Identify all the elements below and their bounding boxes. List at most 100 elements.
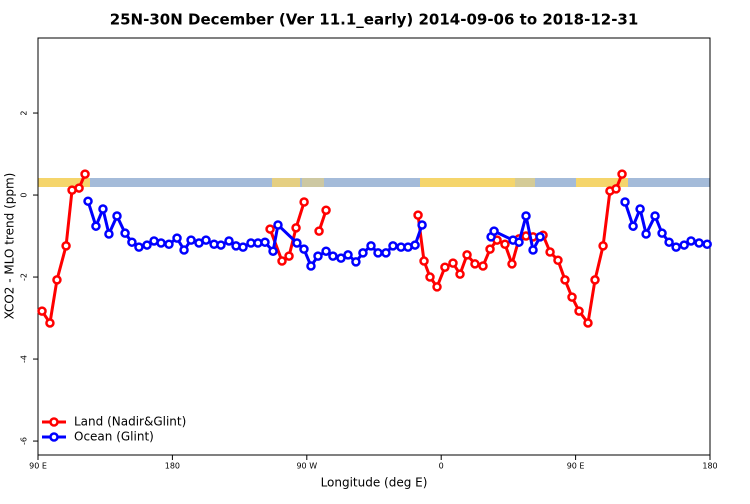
data-point	[574, 306, 584, 316]
data-point	[694, 238, 704, 248]
data-point	[268, 246, 278, 256]
data-point	[80, 169, 90, 179]
data-point	[358, 248, 368, 258]
data-point	[45, 318, 55, 328]
data-point	[470, 259, 480, 269]
data-point	[52, 275, 62, 285]
data-point	[535, 232, 545, 242]
data-point	[560, 275, 570, 285]
data-point	[381, 248, 391, 258]
y-axis-label: XCO2 - MLO trend (ppm)	[3, 173, 17, 320]
data-point	[291, 223, 301, 233]
data-point	[611, 184, 621, 194]
x-axis-label: Longitude (deg E)	[321, 476, 428, 490]
data-point	[284, 251, 294, 261]
y-tick-label: -2	[20, 273, 29, 281]
data-point	[91, 221, 101, 231]
data-point	[413, 210, 423, 220]
x-tick-label: 0	[439, 462, 444, 471]
data-point	[373, 248, 383, 258]
data-point	[224, 236, 234, 246]
data-point	[635, 204, 645, 214]
series-line	[86, 200, 708, 270]
legend-label: Land (Nadir&Glint)	[74, 415, 186, 429]
data-point	[120, 228, 130, 238]
legend-label: Ocean (Glint)	[74, 430, 154, 444]
chart-title: 25N-30N December (Ver 11.1_early) 2014-0…	[110, 11, 639, 29]
data-point	[388, 241, 398, 251]
data-point	[201, 235, 211, 245]
data-point	[366, 241, 376, 251]
legend-marker	[49, 417, 59, 427]
data-point	[277, 256, 287, 266]
data-point	[702, 239, 712, 249]
data-point	[127, 237, 137, 247]
x-tick-label: 90 W	[296, 462, 317, 471]
data-point	[260, 237, 270, 247]
data-point	[134, 242, 144, 252]
data-point	[104, 229, 114, 239]
data-point	[448, 258, 458, 268]
data-point	[628, 221, 638, 231]
data-point	[664, 237, 674, 247]
data-point	[142, 240, 152, 250]
data-point	[567, 292, 577, 302]
data-point	[179, 245, 189, 255]
data-point	[514, 237, 524, 247]
y-tick-label: -6	[20, 437, 29, 445]
data-point	[419, 256, 429, 266]
data-point	[292, 238, 302, 248]
data-point	[507, 259, 517, 269]
y-tick-label: 2	[20, 110, 29, 115]
data-point	[489, 226, 499, 236]
data-point	[620, 197, 630, 207]
data-point	[313, 251, 323, 261]
data-point	[37, 306, 47, 316]
data-point	[61, 241, 71, 251]
legend-marker	[49, 432, 59, 442]
data-point	[528, 245, 538, 255]
data-point	[545, 247, 555, 257]
data-point	[74, 183, 84, 193]
data-point	[328, 251, 338, 261]
data-point	[314, 226, 324, 236]
data-point	[417, 220, 427, 230]
data-point	[553, 255, 563, 265]
x-tick-label: 180	[702, 462, 717, 471]
data-point	[336, 253, 346, 263]
data-point	[617, 169, 627, 179]
x-tick-label: 180	[165, 462, 180, 471]
data-point	[164, 239, 174, 249]
data-point	[657, 228, 667, 238]
data-point	[186, 235, 196, 245]
data-point	[440, 262, 450, 272]
data-point	[321, 246, 331, 256]
y-tick-label: 0	[20, 192, 29, 197]
data-point	[238, 242, 248, 252]
data-point	[172, 233, 182, 243]
data-point	[343, 250, 353, 260]
y-tick-label: -4	[20, 355, 29, 363]
data-point	[216, 240, 226, 250]
data-point	[671, 242, 681, 252]
data-point	[306, 261, 316, 271]
data-point	[273, 220, 283, 230]
data-point	[679, 240, 689, 250]
data-point	[432, 282, 442, 292]
data-point	[641, 229, 651, 239]
data-point	[598, 241, 608, 251]
x-tick-label: 90 E	[567, 462, 585, 471]
data-point	[425, 272, 435, 282]
data-point	[485, 244, 495, 254]
data-point	[156, 238, 166, 248]
x-tick-label: 90 E	[29, 462, 47, 471]
data-point	[299, 244, 309, 254]
data-point	[521, 211, 531, 221]
data-point	[265, 224, 275, 234]
data-point	[112, 211, 122, 221]
data-point	[650, 211, 660, 221]
data-point	[321, 205, 331, 215]
data-point	[351, 257, 361, 267]
data-point	[455, 269, 465, 279]
